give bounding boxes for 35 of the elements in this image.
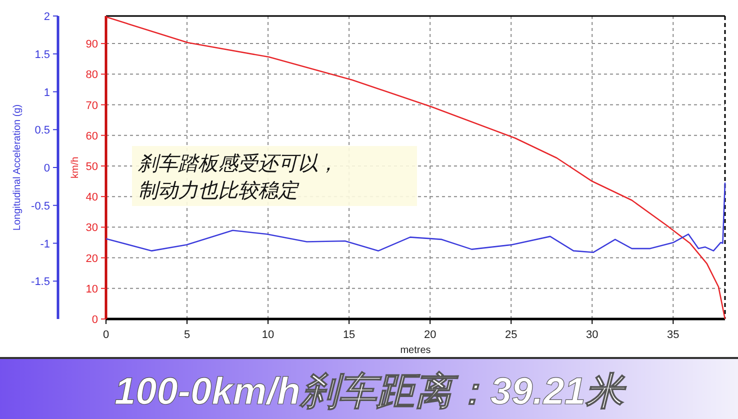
y-tick-label: 10 [86, 283, 98, 296]
y2-tick-label: 2 [44, 11, 50, 23]
x-tick-label: 15 [342, 329, 356, 341]
x-tick-label: 0 [102, 329, 110, 341]
y2-tick-label: -1 [40, 238, 50, 250]
y-axis-title: km/h [70, 156, 81, 178]
y-tick-label: 0 [92, 314, 98, 326]
y2-axis-title: Longitudinal Acceleration (g) [12, 104, 23, 231]
y-tick-label: 60 [86, 130, 98, 142]
y-tick-label: 30 [86, 222, 98, 234]
y-tick-label: 50 [86, 160, 98, 173]
x-tick-label: 25 [504, 329, 518, 341]
y2-tick-label: 1 [44, 86, 50, 99]
line-series [105, 16, 726, 320]
callout: 刹车踏板感受还可以， 制动力也比较稳定 [132, 146, 417, 206]
y-tick-label: 80 [86, 69, 98, 82]
x-tick-label: 20 [424, 329, 436, 341]
text: 100-0km/h刹车距离：39.21米 [114, 370, 628, 413]
y2-tick-label: -1.5 [31, 276, 50, 288]
y2-tick-label: 1.5 [34, 48, 50, 61]
x-tick-label: 10 [262, 329, 274, 341]
y-tick-label: 90 [86, 38, 98, 51]
line-series [105, 182, 726, 253]
y-tick-label: 40 [86, 192, 98, 204]
x-axis-title: metres [400, 345, 431, 356]
x-tick-label: 35 [667, 329, 680, 341]
x-tick-label: 5 [184, 329, 190, 341]
y2-tick-label: 0.5 [34, 124, 50, 137]
y2-tick-label: -0.5 [31, 200, 50, 212]
y-tick-label: 20 [86, 252, 98, 265]
annotation: 制动力也比较稳定 [138, 180, 300, 202]
x-tick-label: 30 [586, 329, 598, 341]
y-tick-label: 70 [86, 100, 98, 112]
annotation: 刹车踏板感受还可以， [137, 153, 338, 175]
y2-tick-label: 0 [44, 162, 50, 174]
